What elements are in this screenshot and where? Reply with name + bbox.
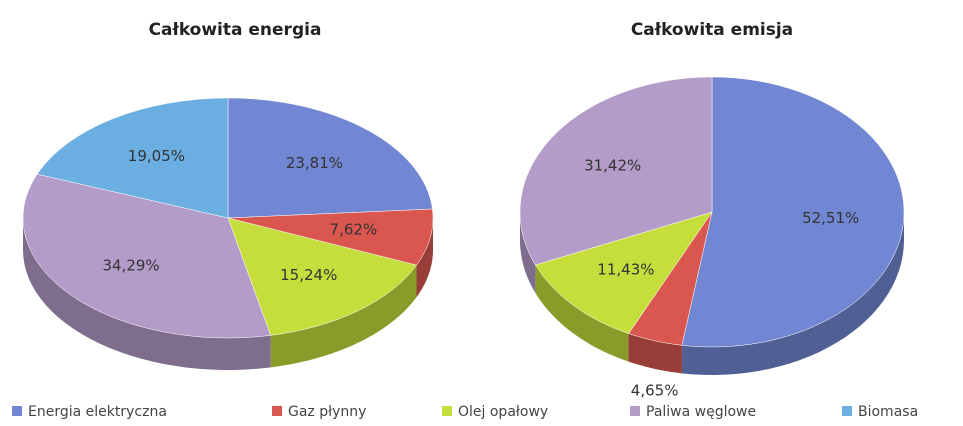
slice-side (270, 265, 417, 368)
legend-label: Biomasa (858, 404, 918, 420)
data-label: 15,24% (280, 266, 337, 284)
slice (681, 76, 905, 348)
data-label: 31,42% (584, 156, 641, 174)
data-label: 7,62% (330, 221, 378, 239)
slice-side (23, 218, 271, 370)
legend-label: Paliwa węglowe (646, 404, 756, 420)
chart-title: Całkowita energia (149, 20, 322, 40)
data-label: 11,43% (597, 260, 654, 278)
slice (227, 208, 434, 266)
data-label: 23,81% (286, 154, 343, 172)
legend-swatch (630, 406, 640, 416)
slice-side (416, 218, 433, 298)
chart-title: Całkowita emisja (631, 20, 793, 40)
slice-side (520, 212, 536, 293)
legend-label: Olej opałowy (458, 404, 548, 420)
data-label: 34,29% (102, 257, 159, 275)
data-label: 4,65% (631, 381, 679, 399)
legend-swatch (842, 406, 852, 416)
slice (227, 217, 417, 336)
legend-swatch (272, 406, 282, 416)
slice (36, 97, 229, 219)
legend-swatch (12, 406, 22, 416)
slice-side (535, 264, 629, 362)
slice (22, 173, 271, 339)
slice (227, 97, 433, 219)
data-label: 52,51% (802, 209, 859, 227)
slice (519, 76, 713, 266)
slice (535, 211, 713, 334)
legend-label: Energia elektryczna (28, 404, 167, 420)
legend-swatch (442, 406, 452, 416)
legend-label: Gaz płynny (288, 404, 366, 420)
slice-side (681, 212, 904, 375)
data-label: 19,05% (128, 147, 185, 165)
